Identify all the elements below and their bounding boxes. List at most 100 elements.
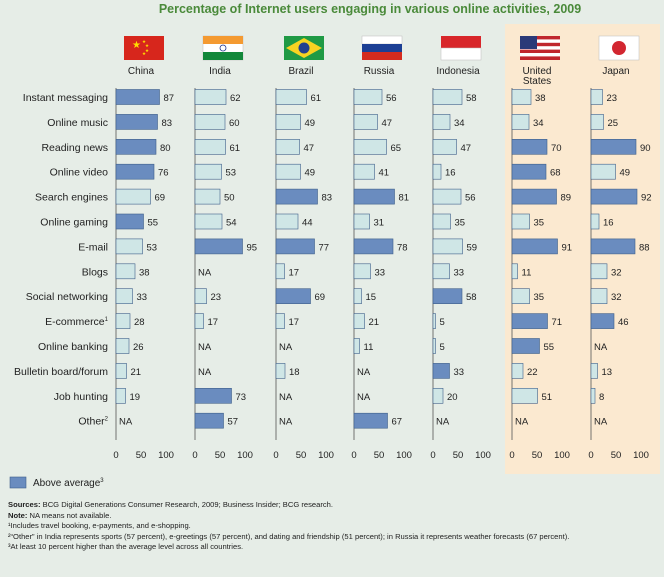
bar-china-job-hunting [115,387,126,404]
value-label-united-states-online-video: 68 [550,168,561,179]
value-label-brazil-reading-news: 47 [304,143,315,154]
value-label-united-states-reading-news: 70 [551,143,562,154]
tick-label-china: 100 [158,450,174,461]
bar-japan-reading-news [590,139,637,155]
bar-brazil-online-gaming [275,213,299,230]
bar-brazil-online-video [275,163,301,180]
value-label-united-states-search-engines: 89 [561,193,572,204]
tick-label-indonesia: 50 [453,450,464,461]
category-label-online-video: Online video [50,167,109,179]
tick-label-india: 50 [215,450,226,461]
bar-china-bulletin-board-forum [115,363,127,379]
bar-indonesia-online-banking [432,338,436,354]
bar-japan-search-engines [590,188,638,205]
value-label-indonesia-online-banking: 5 [440,342,445,353]
bar-russia-online-gaming [353,213,370,230]
note-line: Note: NA means not available. [8,511,658,522]
value-label-indonesia-job-hunting: 20 [447,392,458,403]
value-label-china-online-banking: 26 [133,342,144,353]
category-label-e-mail: E-mail [78,241,108,253]
bar-united-states-online-video [511,163,547,180]
bar-russia-search-engines [353,188,395,205]
note-text: NA means not available. [29,510,112,520]
bar-russia-online-banking [353,338,360,354]
value-label-indonesia-blogs: 33 [454,267,465,278]
bar-india-online-video [194,163,222,180]
bar-indonesia-online-video [432,163,442,180]
value-label-china-online-video: 76 [158,168,169,179]
value-label-japan-online-video: 49 [620,168,631,179]
legend-label-text: Above average [33,478,101,489]
bar-russia-e-commerce [353,313,365,329]
bar-russia-social-networking [353,288,362,305]
bar-united-states-e-mail [511,238,558,255]
value-label-china-online-gaming: 55 [148,218,159,229]
tick-label-russia: 0 [351,450,356,461]
value-label-brazil-search-engines: 83 [322,193,333,204]
value-label-india-online-music: 60 [229,118,240,129]
value-label-japan-e-mail: 88 [639,242,650,253]
value-label-india-other: 57 [228,417,239,428]
bar-united-states-instant-messaging [511,89,532,105]
bar-russia-other [353,412,388,429]
tick-label-brazil: 100 [318,450,334,461]
chart: Percentage of Internet users engaging in… [9,2,660,489]
country-label-indonesia: Indonesia [436,66,480,77]
bar-russia-instant-messaging [353,89,383,105]
value-label-united-states-blogs: 11 [522,267,532,278]
bar-united-states-e-commerce [511,313,548,329]
na-label-russia-bulletin-board-forum: NA [357,367,371,378]
value-label-china-instant-messaging: 87 [164,93,175,104]
value-label-united-states-e-mail: 91 [562,242,573,253]
value-label-indonesia-reading-news: 47 [461,143,472,154]
country-label-russia: Russia [364,66,395,77]
tick-label-united-states: 0 [509,450,514,461]
tick-label-russia: 50 [374,450,385,461]
bar-japan-e-mail [590,238,636,255]
na-label-russia-job-hunting: NA [357,392,371,403]
bar-brazil-e-mail [275,238,315,255]
tick-label-indonesia: 0 [430,450,435,461]
bar-united-states-online-music [511,114,530,130]
bar-russia-e-mail [353,238,394,255]
value-label-china-blogs: 38 [139,267,150,278]
bar-china-online-banking [115,338,130,354]
country-label-china: China [128,66,155,77]
value-label-brazil-social-networking: 69 [315,292,326,303]
bar-brazil-online-music [275,114,301,130]
value-label-china-e-mail: 53 [147,242,158,253]
chart-title: Percentage of Internet users engaging in… [159,2,581,16]
value-label-japan-social-networking: 32 [611,292,622,303]
tick-label-united-states: 50 [532,450,543,461]
bar-japan-online-gaming [590,213,600,230]
bar-india-job-hunting [194,387,232,404]
category-label-other: Other2 [78,416,108,428]
sources-text: BCG Digital Generations Consumer Researc… [42,500,334,509]
value-label-russia-e-mail: 78 [397,242,408,253]
value-label-united-states-social-networking: 35 [534,292,545,303]
tick-label-china: 0 [113,450,118,461]
category-label-job-hunting: Job hunting [54,391,108,403]
japan-flag-icon [598,35,640,61]
tick-label-india: 100 [237,450,253,461]
value-label-russia-blogs: 33 [375,267,386,278]
na-label-india-blogs: NA [198,267,212,278]
value-label-indonesia-search-engines: 56 [465,193,476,204]
country-label-india: India [209,66,231,77]
bar-japan-instant-messaging [590,89,603,105]
category-label-social-networking: Social networking [26,291,108,303]
bar-india-search-engines [194,188,221,205]
bar-china-instant-messaging [115,89,160,105]
na-label-japan-other: NA [594,417,608,428]
india-flag-icon [202,35,244,61]
bar-brazil-e-commerce [275,313,285,329]
value-label-russia-online-banking: 11 [364,342,374,353]
value-label-russia-e-commerce: 21 [369,317,380,328]
country-label-japan: Japan [602,66,629,77]
category-label-reading-news: Reading news [41,142,108,154]
bar-china-social-networking [115,288,133,305]
value-label-india-job-hunting: 73 [236,392,247,403]
sources-label: Sources: [8,500,41,509]
bar-india-online-music [194,114,226,130]
tick-label-japan: 0 [588,450,593,461]
